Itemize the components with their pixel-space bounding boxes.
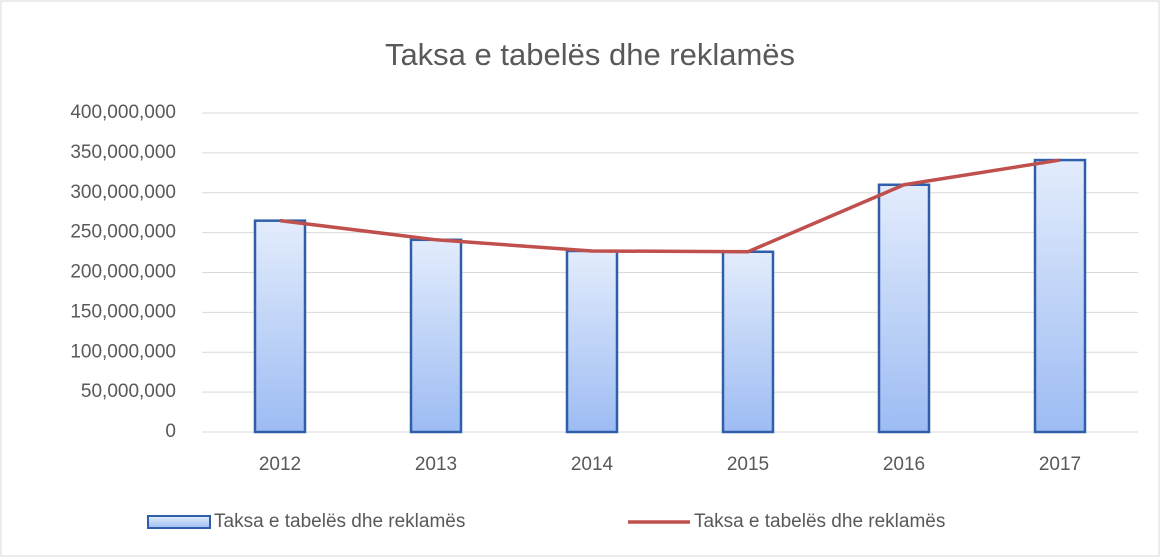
y-tick-label: 50,000,000 <box>81 381 176 402</box>
legend-label: Taksa e tabelës dhe reklamës <box>694 511 945 532</box>
legend-swatch <box>147 515 211 529</box>
y-tick-label: 0 <box>165 421 176 442</box>
y-tick-label: 150,000,000 <box>70 301 176 322</box>
line <box>279 158 1061 254</box>
y-tick-label: 400,000,000 <box>70 102 176 123</box>
x-tick-label: 2013 <box>415 454 457 475</box>
x-tick-label: 2012 <box>259 454 301 475</box>
y-tick-label: 250,000,000 <box>70 222 176 243</box>
x-tick-label: 2014 <box>571 454 614 475</box>
chart-title: Taksa e tabelës dhe reklamës <box>385 37 795 72</box>
x-tick-label: 2015 <box>727 454 769 475</box>
y-tick-label: 350,000,000 <box>70 142 176 163</box>
y-tick-label: 100,000,000 <box>70 341 176 362</box>
x-tick-label: 2017 <box>1039 454 1081 475</box>
y-tick-label: 200,000,000 <box>70 262 176 283</box>
bar <box>721 250 775 434</box>
x-tick-label: 2016 <box>883 454 925 475</box>
bar <box>877 183 931 434</box>
bar <box>409 238 463 434</box>
bar <box>565 249 619 434</box>
y-tick-label: 300,000,000 <box>70 182 176 203</box>
bar <box>1033 158 1087 434</box>
legend-label: Taksa e tabelës dhe reklamës <box>214 511 465 532</box>
bar <box>253 219 307 434</box>
